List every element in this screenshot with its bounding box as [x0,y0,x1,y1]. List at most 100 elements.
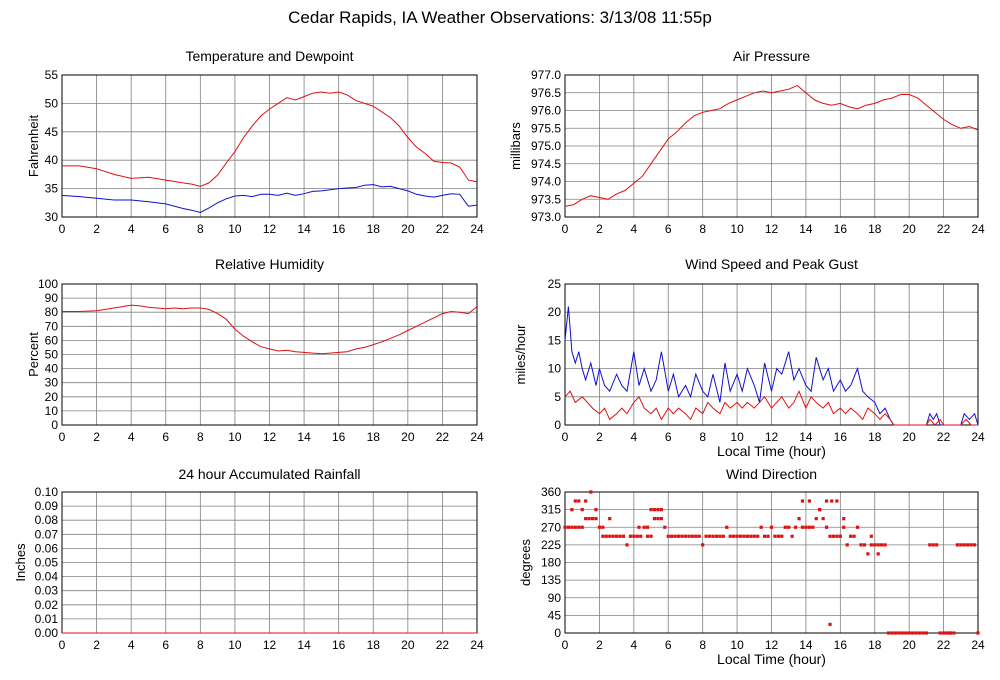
chart-title: 24 hour Accumulated Rainfall [178,466,360,482]
y-tick-label: 55 [45,68,59,82]
data-point [584,499,588,503]
chart-title: Wind Direction [726,466,817,482]
plot-frame [564,283,979,426]
x-tick-label: 22 [436,638,450,652]
data-point [735,534,739,538]
data-point [787,525,791,529]
x-tick-label: 4 [630,430,637,444]
y-tick-label: 0 [51,418,58,432]
data-point [707,534,712,538]
data-point [666,534,670,538]
data-point [835,534,839,538]
y-tick-label: 0.07 [35,527,59,541]
data-point [862,543,867,547]
x-tick-label: 0 [562,638,569,652]
gridlines [61,491,478,634]
data-point [584,517,588,521]
x-tick-label: 20 [902,430,916,444]
data-point [842,525,846,529]
x-tick-label: 14 [297,430,311,444]
x-tick-label: 6 [162,638,169,652]
y-axis-label: Inches [13,543,28,582]
data-point [566,525,571,529]
y-tick-label: 973.0 [531,210,561,224]
data-point [831,534,836,538]
data-point [904,631,908,635]
x-axis-label: Local Time (hour) [717,651,826,667]
y-tick-label: 45 [548,608,562,622]
data-point [793,525,798,529]
y-tick-label: 0.04 [35,570,59,584]
y-tick-label: 0.00 [35,626,59,640]
data-point [859,543,863,547]
y-tick-label: 5 [554,390,561,404]
data-point [594,517,598,521]
scatter-series [563,490,980,635]
y-tick-label: 100 [38,277,58,291]
data-point [897,631,901,635]
data-point [783,525,787,529]
data-point [883,543,887,547]
x-tick-label: 24 [971,430,985,444]
data-point [814,517,818,521]
x-tick-label: 18 [868,430,882,444]
data-point [917,631,922,635]
y-tick-label: 20 [45,390,59,404]
data-point [652,508,657,512]
y-tick-label: 270 [541,520,561,534]
y-axis-label: Fahrenheit [26,115,41,178]
data-point [852,534,856,538]
data-point [830,499,834,503]
x-tick-label: 16 [834,222,848,236]
data-point [573,525,577,529]
data-point [907,631,911,635]
y-tick-label: 976.0 [531,104,561,118]
data-point [659,517,663,521]
data-point [776,534,780,538]
x-tick-label: 12 [765,430,779,444]
y-tick-label: 135 [541,573,561,587]
data-point [704,534,708,538]
x-tick-label: 16 [332,222,346,236]
x-tick-label: 4 [128,222,135,236]
data-point [577,499,581,503]
data-point [769,525,774,529]
data-point [632,534,636,538]
x-tick-label: 18 [868,222,882,236]
data-point [590,517,595,521]
plot-frame [61,283,478,426]
data-point [845,543,849,547]
y-tick-label: 180 [541,556,561,570]
data-point [914,631,918,635]
data-point [893,631,897,635]
data-point [780,534,784,538]
x-tick-label: 14 [799,430,813,444]
y-tick-label: 0.10 [35,485,59,499]
data-point [646,525,650,529]
y-tick-label: 0 [554,626,561,640]
data-point [563,525,567,529]
x-tick-label: 24 [971,638,985,652]
y-tick-label: 977.0 [531,68,561,82]
x-tick-label: 0 [59,638,66,652]
data-point [941,631,946,635]
x-tick-label: 2 [596,222,603,236]
data-point [952,631,956,635]
data-point [818,508,822,512]
y-tick-label: 0.01 [35,612,59,626]
x-tick-label: 16 [332,638,346,652]
x-tick-label: 2 [93,638,100,652]
y-tick-label: 973.5 [531,192,561,206]
y-tick-label: 20 [548,305,562,319]
series-line-1 [61,184,478,214]
gridlines [564,74,979,218]
y-axis-label: Percent [26,332,41,377]
data-point [828,534,832,538]
data-point [611,534,615,538]
data-point [921,631,925,635]
data-point [642,525,646,529]
chart-title: Air Pressure [733,48,810,64]
